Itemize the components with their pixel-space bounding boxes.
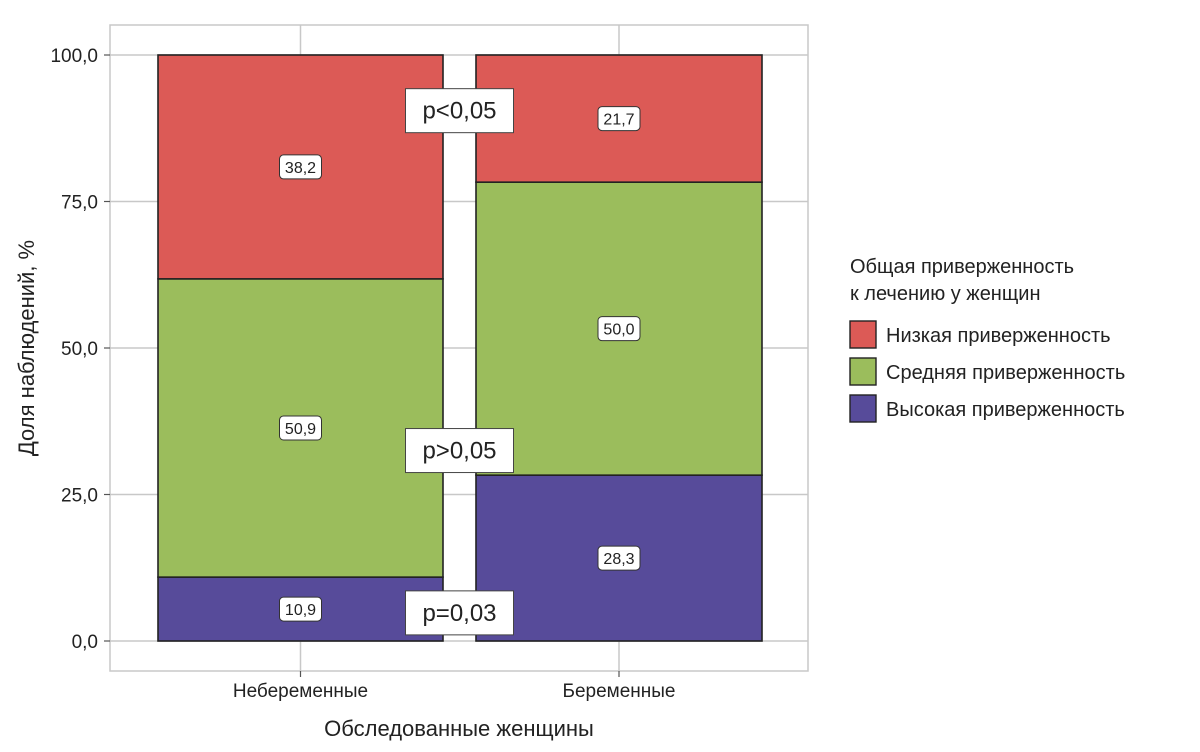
legend: Общая приверженность к лечению у женщин … <box>849 256 1125 423</box>
y-tick-label: 0,0 <box>72 632 98 653</box>
y-tick-label: 25,0 <box>61 486 98 507</box>
data-label-box <box>597 545 641 571</box>
legend-label: Высокая приверженность <box>886 399 1125 421</box>
x-axis: Небеременные Беременные <box>233 671 676 702</box>
p-value-box <box>405 590 514 636</box>
data-labels: 10,9 50,9 38,2 28,3 50,0 21,7 <box>279 106 641 622</box>
legend-label: Низкая приверженность <box>886 325 1111 347</box>
legend-title-line-2: к лечению у женщин <box>850 283 1041 305</box>
p-value-label: p=0,03 <box>422 600 496 627</box>
p-value-label: p>0,05 <box>422 438 496 465</box>
data-label: 50,9 <box>285 421 316 438</box>
data-label-box <box>597 106 641 132</box>
data-label: 10,9 <box>285 602 316 619</box>
legend-label: Средняя приверженность <box>886 362 1125 384</box>
y-tick-label: 75,0 <box>61 193 98 214</box>
x-axis-title: Обследованные женщины <box>324 716 594 741</box>
legend-title-line-1: Общая приверженность <box>850 256 1074 278</box>
data-label-box <box>279 415 322 441</box>
data-label: 38,2 <box>285 160 316 177</box>
legend-swatch-высокая-приверженность <box>849 394 877 423</box>
p-value-box <box>405 428 514 474</box>
data-label: 50,0 <box>603 322 634 339</box>
data-label: 21,7 <box>603 112 634 129</box>
p-value-label: p<0,05 <box>422 98 496 125</box>
x-tick-label: Беременные <box>562 681 675 702</box>
data-label-box <box>279 596 322 622</box>
data-label-box <box>279 154 322 180</box>
y-tick-label: 100,0 <box>50 46 98 67</box>
y-axis: 0,0 25,0 50,0 75,0 100,0 <box>50 46 110 653</box>
p-value-box <box>405 88 514 134</box>
y-axis-title: Доля наблюдений, % <box>14 240 39 456</box>
data-label-box <box>597 316 641 342</box>
legend-swatch-средняя-приверженность <box>849 357 877 386</box>
data-label: 28,3 <box>603 551 634 568</box>
x-tick-label: Небеременные <box>233 681 368 702</box>
annotations: p<0,05 p>0,05 p=0,03 <box>405 88 514 636</box>
legend-swatch-низкая-приверженность <box>849 320 877 349</box>
y-tick-label: 50,0 <box>61 339 98 360</box>
